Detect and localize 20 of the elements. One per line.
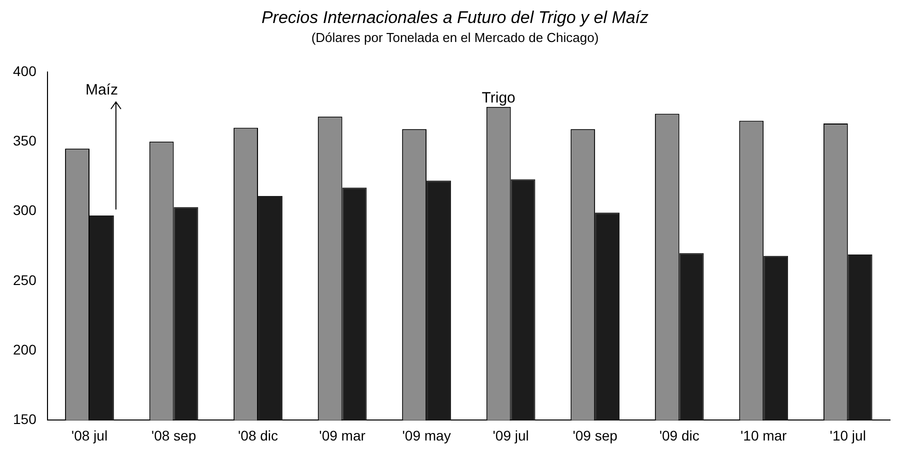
chart-title: Precios Internacionales a Futuro del Trigo y el Maíz (260, 8, 650, 28)
x-tick-label: '08 dic (238, 427, 278, 444)
x-tick-label: '10 jul (830, 427, 866, 444)
y-tick-label: 300 (13, 202, 37, 218)
x-tick-label: '09 dic (659, 427, 700, 444)
y-tick-label: 250 (13, 272, 37, 288)
y-tick-label: 150 (13, 411, 37, 428)
x-tick-label: '09 mar (319, 427, 366, 444)
series-label: Trigo (482, 89, 516, 106)
x-tick-label: '09 may (402, 427, 451, 444)
chart-subtitle: (Dólares por Tonelada en el Mercado de Chicago) (310, 30, 600, 45)
y-tick-label: 400 (13, 62, 37, 79)
x-tick-label: '09 jul (492, 427, 529, 444)
x-tick-label: '08 jul (71, 427, 108, 444)
x-tick-label: '10 mar (740, 427, 788, 444)
x-tick-label: '09 sep (572, 427, 618, 444)
y-tick-label: 200 (13, 341, 37, 358)
x-tick-label: '08 sep (151, 427, 196, 444)
text: Maíz (85, 82, 118, 99)
y-tick-label: 350 (13, 132, 37, 148)
